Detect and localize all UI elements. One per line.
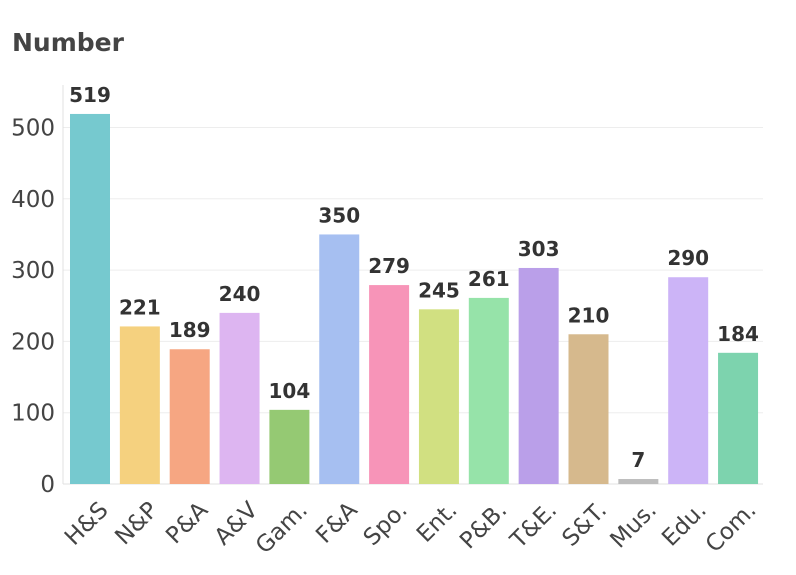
bar — [269, 409, 310, 484]
data-label: 350 — [318, 203, 360, 227]
chart-title: Number — [12, 28, 124, 57]
value-labels: 519 221 189 240 104 350 279 245 261 303 210 7 290 184 — [69, 83, 759, 472]
data-label: 519 — [69, 83, 111, 107]
x-tick-label: P&B. — [455, 497, 512, 554]
bar — [219, 312, 260, 484]
bar — [468, 297, 509, 484]
bar — [369, 285, 410, 484]
y-tick-label: 500 — [11, 116, 55, 142]
y-tick-label: 100 — [11, 401, 55, 427]
data-label: 210 — [568, 303, 610, 327]
x-tick-label: Com. — [701, 497, 762, 558]
bars — [70, 113, 759, 484]
bar — [668, 277, 709, 484]
bar — [169, 349, 210, 484]
data-label: 261 — [468, 267, 510, 291]
x-tick-label: H&S — [60, 497, 114, 551]
y-tick-label: 400 — [11, 187, 55, 213]
data-label: 279 — [368, 254, 410, 278]
x-tick-label: Mus. — [606, 497, 662, 553]
x-tick-label: F&A — [311, 497, 363, 549]
data-label: 189 — [169, 318, 211, 342]
data-label: 240 — [219, 282, 261, 306]
bar — [70, 113, 110, 484]
bar — [718, 352, 759, 484]
x-tick-label: T&E. — [505, 497, 562, 554]
bar — [119, 326, 160, 484]
y-tick-label: 200 — [11, 329, 55, 355]
bar — [568, 334, 609, 484]
x-tick-label: S&T. — [557, 497, 612, 552]
data-label: 303 — [518, 237, 560, 261]
y-tick-label: 300 — [11, 258, 55, 284]
x-tick-label: P&A — [161, 497, 213, 549]
x-tick-label: Spo. — [359, 497, 413, 551]
bar — [618, 479, 659, 484]
data-label: 104 — [269, 379, 311, 403]
x-tick-label: N&P — [110, 497, 163, 550]
x-tick-label: Ent. — [412, 497, 463, 548]
bar — [319, 234, 360, 484]
bar — [418, 309, 459, 484]
x-tick-label: Gam. — [251, 497, 313, 559]
data-label: 290 — [667, 246, 709, 270]
grid-lines — [63, 127, 763, 485]
data-label: 245 — [418, 278, 460, 302]
y-tick-label: 0 — [40, 472, 55, 498]
bar — [518, 267, 559, 484]
data-label: 221 — [119, 295, 161, 319]
y-axis-ticks: 0 100 200 300 400 500 — [11, 116, 55, 499]
data-label: 7 — [631, 448, 645, 472]
data-label: 184 — [717, 322, 759, 346]
